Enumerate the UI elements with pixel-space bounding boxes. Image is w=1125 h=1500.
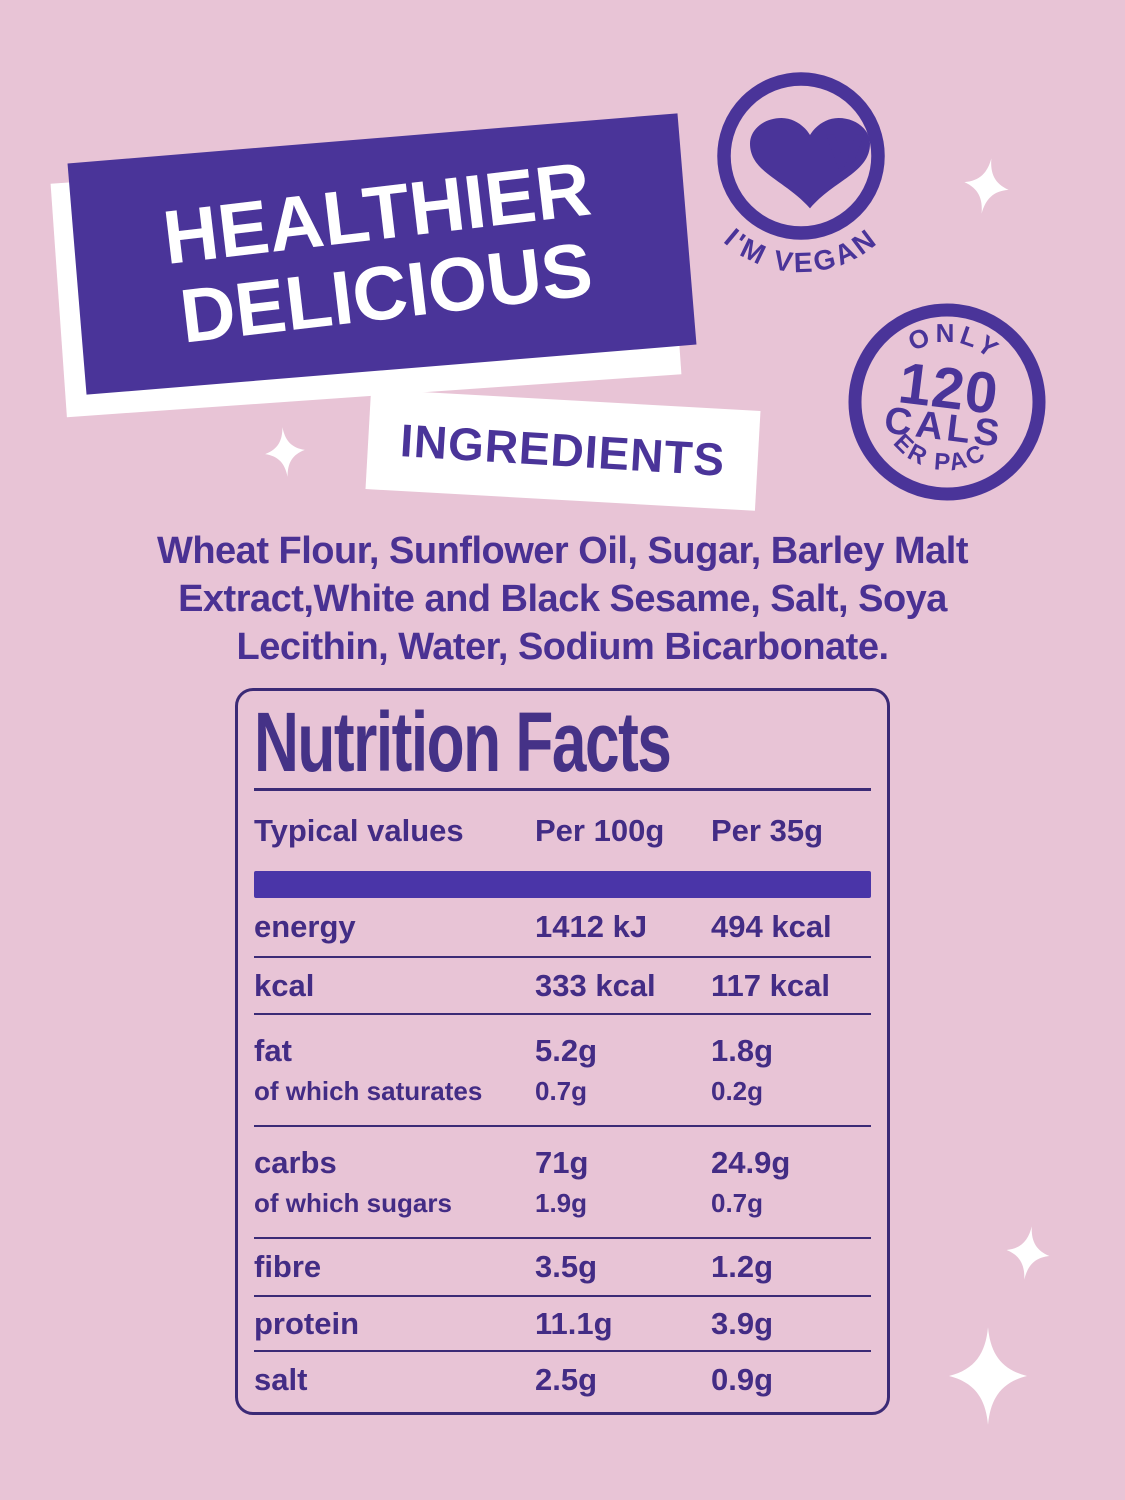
ingredients-line1: Wheat Flour, Sunflower Oil, Sugar, Barle… — [156, 530, 969, 572]
vegan-v-letter: V — [826, 123, 865, 188]
vegan-badge: V I'M VEGAN — [717, 72, 885, 278]
table-row-salt: salt 2.5g 0.9g — [254, 1350, 871, 1408]
row-per100: 1412 kJ — [535, 909, 648, 944]
row-per35: 117 kcal — [711, 967, 830, 1003]
row-per100: 333 kcal — [535, 967, 656, 1003]
row-per100: 11.1g — [535, 1305, 613, 1341]
row-label: salt — [254, 1362, 308, 1397]
vegan-badge-ring — [717, 72, 885, 240]
ingredients-title: INGREDIENTS — [399, 414, 727, 486]
row-per35: 494 kcal — [711, 909, 832, 944]
nutrition-rows: energy 1412 kJ 494 kcal kcal 333 kcal 11… — [254, 898, 871, 1408]
subrow-per100: 1.9g — [535, 1188, 588, 1218]
row-label: carbs — [254, 1145, 337, 1180]
subrow-per35: 0.7g — [711, 1188, 764, 1218]
row-per35: 24.9g — [711, 1145, 791, 1180]
sparkle-icon — [265, 427, 305, 477]
table-row-fibre: fibre 3.5g 1.2g — [254, 1237, 871, 1295]
col-header-typical-values: Typical values — [254, 813, 464, 848]
cals-badge: ONLY 120 CALS PER PACK — [843, 298, 1046, 501]
sparkle-icon — [964, 158, 1009, 214]
col-header-per100: Per 100g — [535, 813, 665, 848]
row-label: fat — [254, 1033, 292, 1068]
nutrition-title: Nutrition Facts — [254, 695, 672, 789]
divider-bar — [254, 871, 871, 898]
subrow-per35: 0.2g — [711, 1076, 764, 1106]
row-label: protein — [254, 1305, 360, 1341]
row-per100: 2.5g — [535, 1362, 598, 1397]
cals-badge-ring — [848, 303, 1046, 501]
col-header-per35: Per 35g — [711, 813, 824, 848]
cals-badge-number: 120 — [895, 350, 1002, 427]
sparkle-icon — [1006, 1226, 1050, 1280]
subrow-per100: 0.7g — [535, 1076, 588, 1106]
ingredients-banner: INGREDIENTS — [365, 389, 761, 511]
ingredients-line2: Extract,White and Black Sesame, Salt, So… — [178, 578, 947, 620]
row-per35: 0.9g — [711, 1362, 774, 1397]
row-label: energy — [254, 909, 356, 944]
table-row-kcal: kcal 333 kcal 117 kcal — [254, 956, 871, 1013]
row-per100: 3.5g — [535, 1249, 598, 1284]
row-per100: 5.2g — [535, 1033, 598, 1068]
subrow-label: of which sugars — [254, 1188, 452, 1218]
row-per35: 1.8g — [711, 1033, 774, 1068]
ingredients-text: Wheat Flour, Sunflower Oil, Sugar, Barle… — [0, 527, 1125, 671]
title-rule — [254, 788, 871, 791]
nutrition-facts-panel: Nutrition Facts Typical values Per 100g … — [235, 688, 890, 1415]
ingredients-line3: Lecithin, Water, Sodium Bicarbonate. — [236, 626, 889, 668]
table-row-carbs: carbs 71g 24.9g of which sugars 1.9g 0.7… — [254, 1125, 871, 1237]
table-row-protein: protein 11.1g 3.9g — [254, 1295, 871, 1350]
row-label: fibre — [254, 1249, 322, 1284]
sparkle-icon — [949, 1327, 1027, 1425]
nutrition-header-row: Typical values Per 100g Per 35g — [254, 791, 871, 871]
banner-text: HEALTHIER DELICIOUS — [159, 147, 605, 360]
table-row-energy: energy 1412 kJ 494 kcal — [254, 898, 871, 956]
row-per100: 71g — [535, 1145, 589, 1180]
row-per35: 1.2g — [711, 1249, 774, 1284]
table-row-fat: fat 5.2g 1.8g of which saturates 0.7g 0.… — [254, 1013, 871, 1125]
row-label: kcal — [254, 967, 315, 1003]
row-per35: 3.9g — [711, 1305, 774, 1341]
heart-icon — [750, 118, 870, 209]
subrow-label: of which saturates — [254, 1076, 483, 1106]
